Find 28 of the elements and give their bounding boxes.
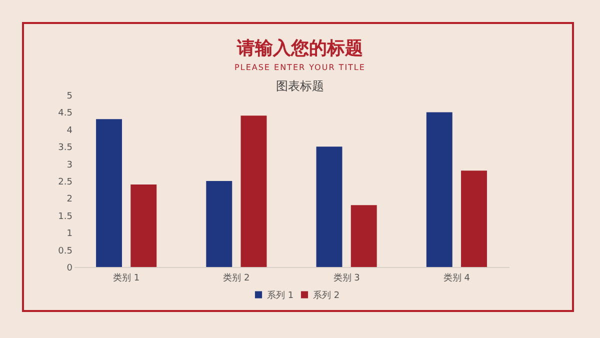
y-tick-label: 0 [66,264,73,274]
y-tick-label: 2 [66,194,72,205]
y-tick-label: 4 [66,126,73,136]
bar [350,205,377,267]
bar [130,184,157,267]
bar [240,116,267,267]
y-tick-label: 3 [66,160,72,170]
chart-title: 请输入您的标题 [236,37,364,60]
bar [316,146,342,267]
bar [426,112,452,267]
bar [96,119,122,267]
y-tick-label: 0.5 [58,246,72,256]
bar [461,170,487,267]
y-tick-label: 1.5 [58,212,72,222]
x-tick-label: 类别 1 [113,272,140,284]
bar [206,181,232,267]
y-tick-label: 5 [66,92,72,102]
y-tick-label: 2.5 [58,178,72,188]
x-tick-label: 类别 3 [333,272,360,284]
x-tick-label: 类别 4 [443,272,470,284]
legend-label: 系列 2 [313,290,340,301]
y-tick-label: 3.5 [58,143,72,154]
x-tick-label: 类别 2 [223,272,250,284]
chart-subtitle: PLEASE ENTER YOUR TITLE [234,63,366,72]
text: 图表标题 [276,79,324,93]
y-tick-label: 1 [66,229,72,240]
y-tick-label: 4.5 [58,108,72,119]
legend-label: 系列 1 [267,290,294,301]
